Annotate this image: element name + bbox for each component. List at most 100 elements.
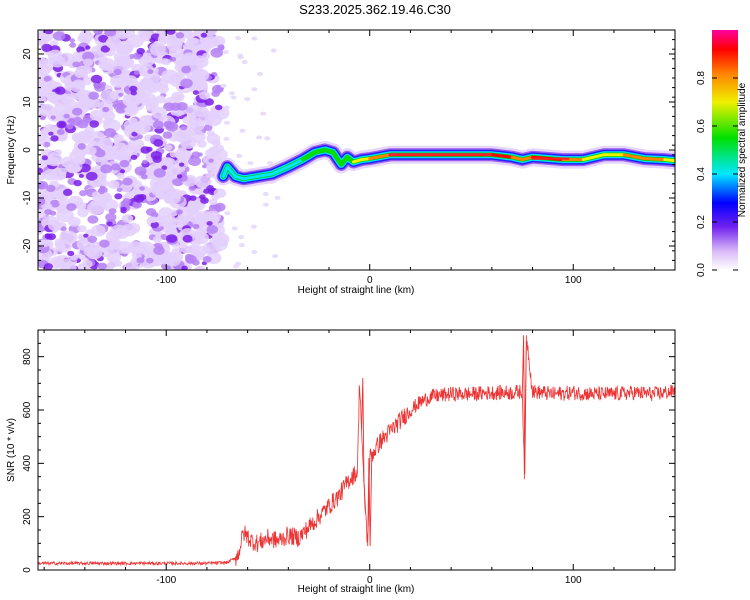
noise-blob [67, 250, 75, 257]
page-title: S233.2025.362.19.46.C30 [299, 2, 451, 17]
spectrogram-ridge-layer [214, 141, 675, 188]
noise-blob [181, 54, 195, 65]
noise-blob [204, 98, 214, 106]
noise-blob [186, 257, 194, 264]
noise-blob [220, 83, 227, 88]
noise-blob [189, 195, 197, 201]
spectrogram-y-axis-title: Frequency (Hz) [6, 116, 17, 185]
noise-blob [166, 227, 178, 237]
noise-blob [73, 179, 82, 187]
noise-blob [127, 241, 144, 254]
noise-blob [104, 117, 113, 124]
noise-blob [62, 188, 73, 196]
colorbar [712, 30, 738, 270]
noise-blob [163, 102, 175, 112]
noise-blob [72, 107, 83, 116]
noise-blob [230, 95, 237, 100]
noise-blob [182, 116, 193, 125]
noise-blob [63, 113, 70, 119]
noise-blob [272, 254, 279, 259]
noise-blob [106, 221, 113, 226]
colorbar-tick-label: 0.0 [696, 263, 707, 277]
snr-axes: -100 0 100 0 200 400 600 800 [22, 329, 675, 586]
noise-blob [103, 128, 117, 138]
noise-blob [102, 106, 110, 113]
ridge-core-segment [331, 150, 343, 166]
noise-blob [264, 136, 271, 141]
noise-blob [43, 75, 52, 82]
noise-blob [58, 173, 66, 180]
ridge-core-segment [256, 172, 274, 178]
noise-blob [244, 97, 251, 102]
noise-blob [143, 114, 153, 122]
noise-blob [256, 135, 263, 140]
noise-blob [210, 47, 224, 58]
y-tick-label: 400 [22, 455, 33, 472]
ridge-core-segment [581, 153, 606, 162]
noise-blob [165, 30, 176, 35]
ridge-core-segment [242, 174, 260, 181]
ridge-core-segment [643, 157, 667, 162]
noise-blob [235, 36, 242, 40]
noise-blob [152, 120, 164, 130]
noise-blob [87, 235, 98, 243]
noise-blob [129, 85, 138, 92]
noise-blob [50, 135, 59, 142]
ridge-core-segment [286, 158, 305, 169]
noise-blob [86, 171, 98, 181]
noise-blob [257, 71, 264, 76]
noise-blob [57, 167, 67, 176]
noise-blob [118, 92, 124, 97]
noise-blob [168, 46, 184, 58]
ridge-core-segment [622, 153, 646, 161]
noise-blob [179, 135, 197, 149]
noise-blob [210, 35, 226, 47]
noise-blob [237, 53, 244, 58]
noise-blob [112, 103, 118, 108]
noise-blob [192, 259, 200, 266]
noise-blob [85, 45, 91, 50]
noise-blob [192, 68, 210, 82]
noise-blob [110, 75, 127, 88]
noise-blob [146, 257, 154, 264]
x-tick-label: 100 [565, 575, 582, 586]
noise-blob [79, 97, 95, 109]
ridge-core-segment [270, 165, 290, 176]
noise-blob [67, 216, 81, 227]
noise-blob [87, 215, 99, 224]
noise-blob [50, 157, 60, 165]
noise-blob [130, 154, 138, 160]
noise-blob [186, 202, 201, 213]
noise-blob [111, 163, 121, 171]
x-tick-label: 0 [367, 575, 373, 586]
noise-blob [162, 131, 173, 139]
snr-plot-area [38, 330, 675, 570]
noise-blob [223, 136, 230, 141]
noise-blob [87, 201, 105, 215]
noise-blob [202, 256, 212, 263]
y-tick-label: 20 [22, 48, 33, 60]
noise-blob [134, 166, 147, 176]
noise-blob [180, 245, 191, 254]
x-tick-label: 0 [367, 275, 373, 286]
noise-blob [160, 58, 169, 65]
noise-blob [155, 95, 166, 104]
ridge-core-segment [301, 150, 317, 162]
noise-blob [238, 235, 245, 239]
noise-blob [150, 151, 163, 160]
colorbar-tick-label: 0.6 [696, 119, 707, 133]
noise-blob [58, 198, 71, 207]
y-tick-label: 800 [22, 348, 33, 365]
noise-blob [228, 91, 235, 96]
noise-blob [153, 246, 165, 256]
noise-blob [38, 78, 46, 89]
snr-y-axis-title: SNR (10 * v/v) [6, 418, 17, 482]
noise-blob [206, 185, 214, 191]
noise-blob [83, 58, 94, 67]
noise-blob [98, 34, 109, 43]
noise-blob [152, 235, 162, 243]
noise-blob [150, 43, 166, 56]
noise-blob [127, 138, 145, 152]
snr-series-line [38, 340, 675, 567]
